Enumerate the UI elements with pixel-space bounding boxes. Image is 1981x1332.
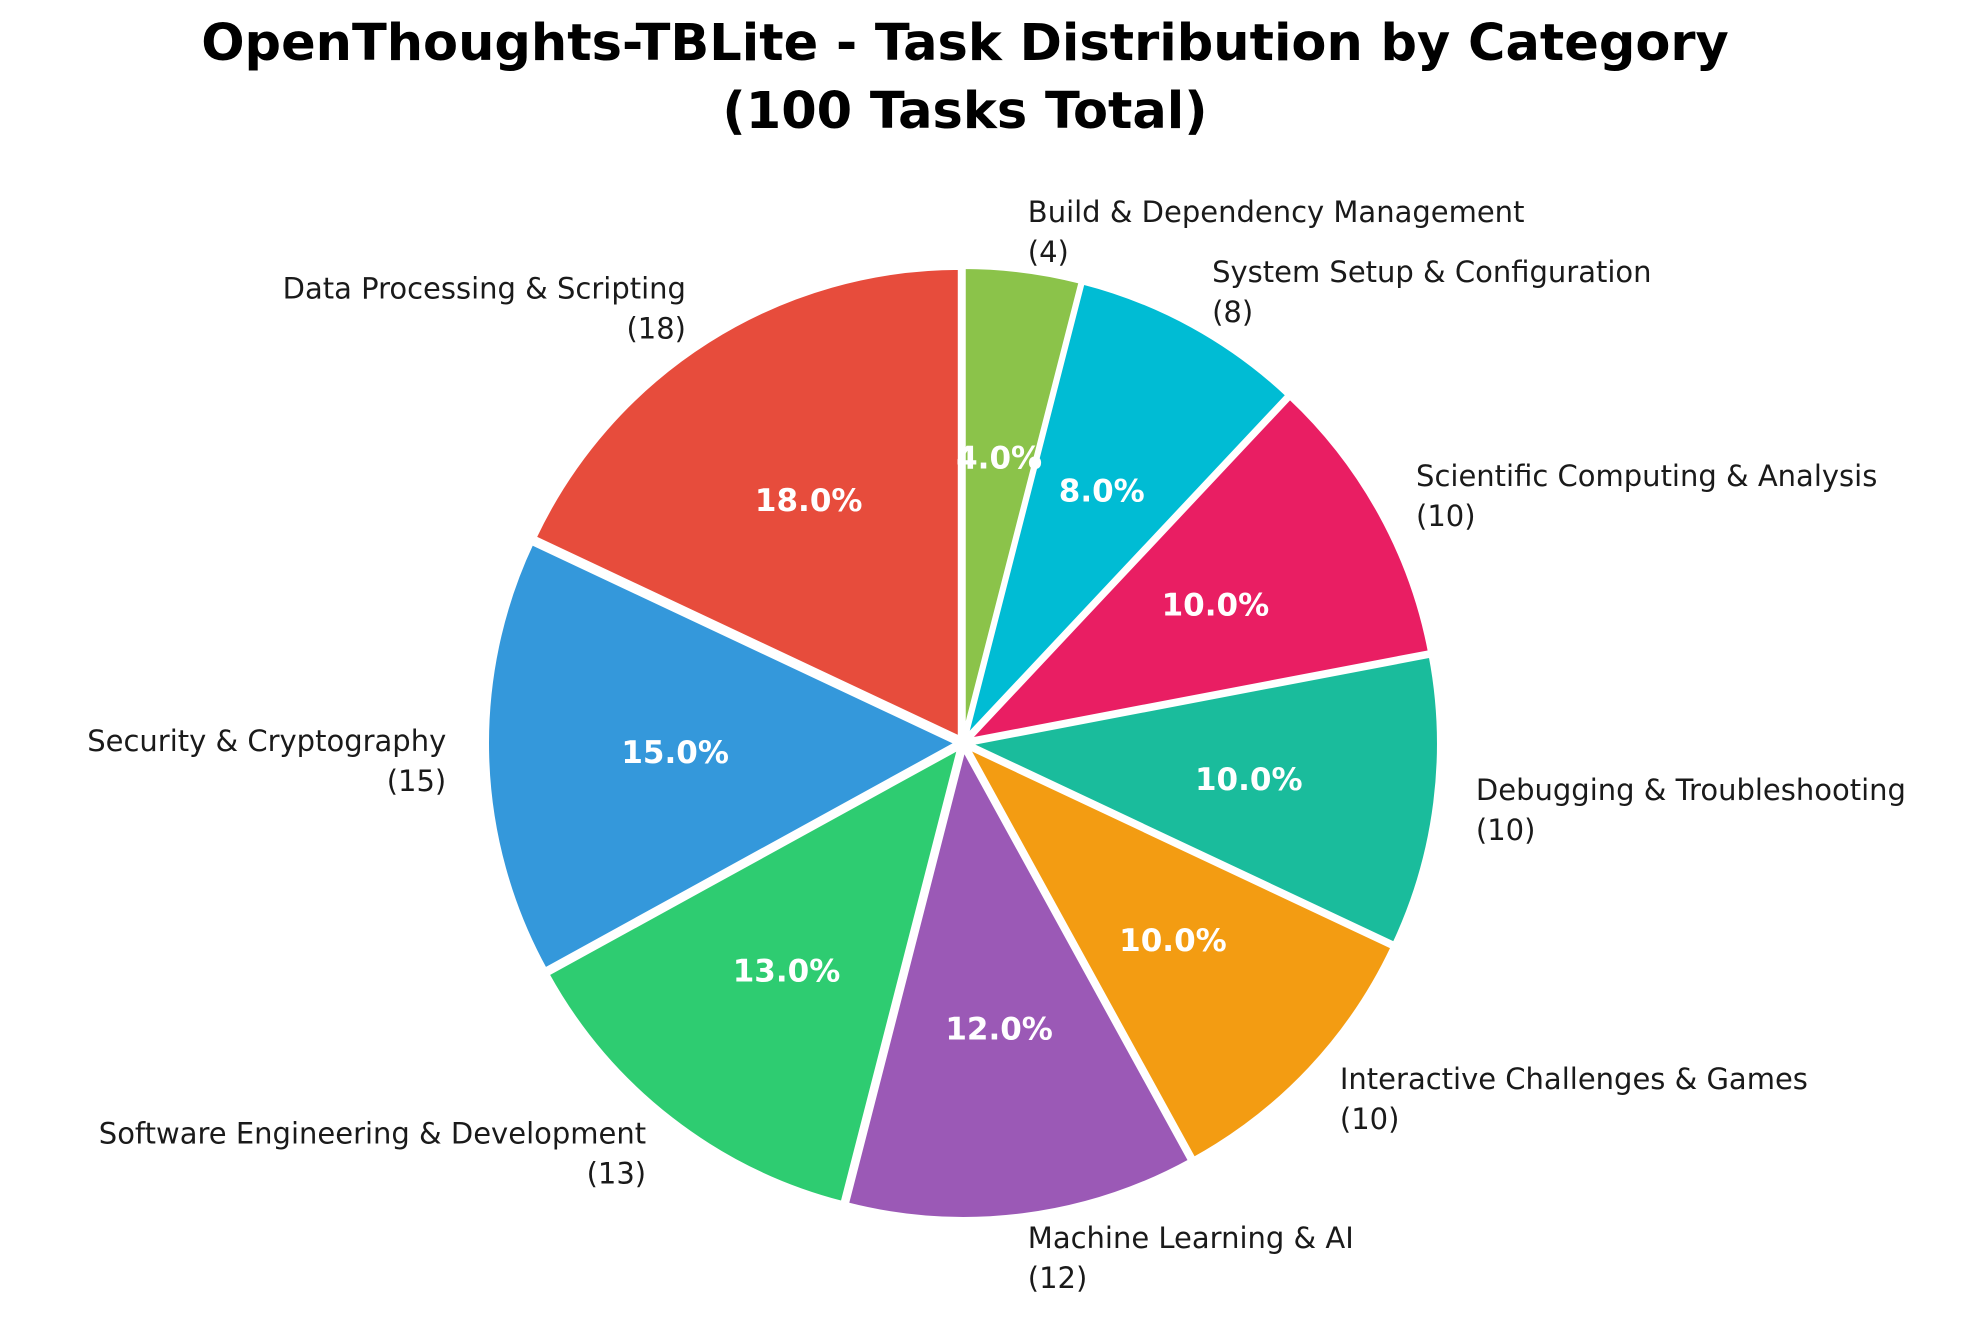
- pct-label-6: 10.0%: [1162, 587, 1270, 623]
- category-label-1: Security & Cryptography (15): [87, 724, 446, 798]
- pie-slice-1: [485, 540, 962, 973]
- category-label-7: System Setup & Configuration (8): [1212, 255, 1652, 329]
- category-label-2: Software Engineering & Development (13): [99, 1117, 646, 1191]
- pct-label-0: 18.0%: [755, 483, 863, 519]
- chart-title-line-1: OpenThoughts-TBLite - Task Distribution …: [201, 14, 1729, 73]
- pct-label-4: 10.0%: [1119, 923, 1227, 959]
- category-name: Scientific Computing & Analysis: [1416, 459, 1877, 493]
- category-count: (10): [1340, 1102, 1400, 1136]
- category-count: (13): [587, 1157, 647, 1191]
- pct-label-7: 8.0%: [1059, 474, 1145, 510]
- chart-title-line-2: (100 Tasks Total): [722, 82, 1207, 141]
- category-count: (12): [1028, 1261, 1088, 1295]
- pct-label-8: 4.0%: [956, 440, 1042, 476]
- pie-slice-6: [962, 394, 1433, 744]
- pie-slice-0: [531, 265, 962, 742]
- category-name: Machine Learning & AI: [1028, 1221, 1354, 1255]
- pct-label-1: 15.0%: [621, 735, 729, 771]
- pct-label-3: 12.0%: [945, 1012, 1053, 1048]
- pie-slice-7: [963, 280, 1291, 740]
- category-label-4: Interactive Challenges & Games (10): [1340, 1062, 1808, 1136]
- category-name: Data Processing & Scripting: [283, 271, 686, 305]
- pie-slice-8: [961, 265, 1084, 738]
- category-count: (10): [1416, 499, 1476, 533]
- category-count: (18): [626, 311, 686, 345]
- pie-slice-4: [962, 742, 1396, 1162]
- pie-slice-5: [962, 653, 1441, 947]
- category-name: Debugging & Troubleshooting: [1476, 773, 1906, 807]
- category-name: Build & Dependency Management: [1028, 195, 1525, 229]
- category-count: (15): [387, 764, 447, 798]
- category-label-6: Scientific Computing & Analysis (10): [1416, 459, 1877, 533]
- category-label-3: Machine Learning & AI (12): [1028, 1221, 1354, 1295]
- category-count: (10): [1476, 813, 1536, 847]
- category-name: Security & Cryptography: [87, 724, 446, 758]
- category-label-5: Debugging & Troubleshooting (10): [1476, 773, 1906, 847]
- category-name: System Setup & Configuration: [1212, 255, 1652, 289]
- category-name: Software Engineering & Development: [99, 1117, 646, 1151]
- category-name: Interactive Challenges & Games: [1340, 1062, 1808, 1096]
- pct-label-5: 10.0%: [1195, 762, 1303, 798]
- pct-label-2: 13.0%: [733, 954, 841, 990]
- category-label-0: Data Processing & Scripting (18): [283, 271, 686, 345]
- category-count: (4): [1028, 235, 1069, 269]
- category-count: (8): [1212, 295, 1253, 329]
- pie-slice-2: [544, 743, 963, 1206]
- category-label-8: Build & Dependency Management (4): [1028, 195, 1525, 269]
- pie-slice-3: [844, 743, 1193, 1221]
